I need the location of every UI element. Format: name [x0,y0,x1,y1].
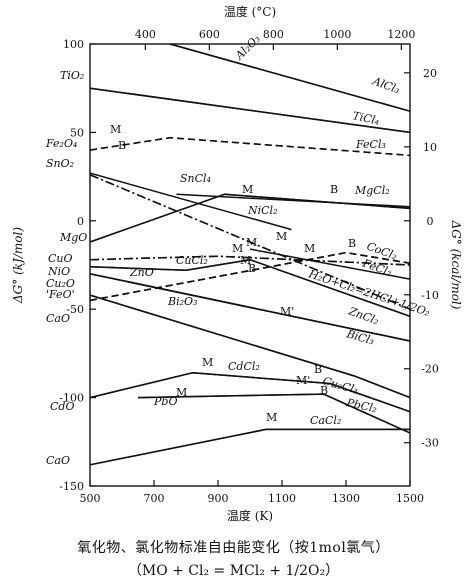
transition-marker: M [246,236,257,249]
series-line: Cu2Cl3 [89,294,411,399]
series-line: SnO2 [89,172,292,231]
species-label: ZnO [129,266,154,279]
series-line: FeCl3 [89,136,411,157]
species-label: CuO [48,252,73,265]
species-label: SnCl₄ [180,172,211,185]
x-bottom-tick-label: 1500 [396,492,424,505]
y-right-tick-label: 20 [423,67,437,80]
x-top-tick-label: 1000 [323,28,351,41]
series-line: MgCl2 [89,193,411,243]
transition-marker: M [232,242,243,255]
x-top-tick-label: 1200 [387,28,415,41]
species-label: CaCl₂ [310,414,341,427]
species-label: Cu₂O [46,277,75,290]
species-label: MgCl₂ [354,184,390,197]
species-label: TiO₂ [60,69,84,82]
x-top-axis-label: 温度 (°C) [224,4,276,19]
species-label: TiCl₄ [351,109,380,127]
transition-marker: B [320,384,328,397]
transition-marker: M' [280,305,294,318]
series-line: H2O+Cl2=2HCl+1/2O2 [249,248,411,280]
series-layer: Al2O3AlCl3TiO2TiCl4Fe2O4FeCl3SnO2SnCl4Mg… [89,43,411,466]
transition-marker: M' [296,374,310,387]
series-line: CaCl2 [89,428,410,466]
x-bottom-tick-label: 1100 [268,492,296,505]
species-label: 'FeO' [46,288,75,301]
species-label: PbCl₂ [344,396,378,415]
series-line: AlCl3 [169,43,411,112]
x-bottom-tick-label: 900 [208,492,229,505]
species-label: BiCl₃ [344,327,375,347]
species-label: CdCl₂ [228,360,260,373]
transition-marker: B [118,139,126,152]
labels-layer: Al₂O₃ AlCl₃ TiO₂ TiCl₄ Fe₂O₄ FeCl₃ SnO₂ SnCl₄ Mg… [45,32,432,467]
transition-marker: M [304,242,315,255]
species-label: ZnCl₂ [346,304,381,327]
x-top-tick-label: 600 [199,28,220,41]
transition-marker: M [176,386,187,399]
transition-marker: M [202,356,213,369]
series-line: CaO [89,428,410,466]
species-label: MgO [59,231,87,244]
y-right-tick-label: 10 [423,141,437,154]
species-label: NiO [47,265,70,278]
species-label: PbO [153,395,177,408]
species-label: CuCl₂ [176,254,208,267]
transition-marker: M [110,123,121,136]
y-left-axis-label: ΔG° (kJ/mol) [11,227,25,304]
y-right-tick-label: -30 [421,437,439,450]
transition-marker: M [266,411,277,424]
species-label: Fe₂O₄ [45,137,77,150]
species-label: NiCl₂ [247,204,278,217]
species-label: AlCl₃ [370,74,402,96]
species-label: CaO [46,312,70,325]
species-label: SnO₂ [46,157,74,170]
x-top-tick-label: 800 [263,28,284,41]
x-top-tick-label: 400 [135,28,156,41]
series-line: CdCl2 [89,372,411,413]
series-line: PbCl2 [137,393,411,434]
species-label: CdO [50,400,74,413]
transition-marker: M [242,183,253,196]
transition-marker: B [248,262,256,275]
transition-marker: M [276,230,287,243]
species-label: Al₂O₃ [232,32,263,63]
transition-marker: B [314,363,322,376]
plot-frame [89,43,411,487]
transition-marker: B [330,183,338,196]
y-right-axis-label: ΔG° (kcal/mol) [449,220,463,310]
y-left-tick-label: -50 [66,303,84,316]
x-bottom-tick-label: 500 [80,492,101,505]
species-label: Bi₂O₃ [167,295,197,308]
series-line: TiCl4 [89,87,411,134]
series-line: ZnCl2 [89,258,411,318]
series-line: NiCl2 [89,174,411,310]
y-right-tick-label: -20 [421,363,439,376]
caption-line-2: （MO + Cl₂ = MCl₂ + 1/2O₂） [127,563,340,579]
x-bottom-axis-label: 温度 (K) [227,508,273,523]
x-bottom-tick-label: 1300 [332,492,360,505]
series-line: CuCl2 [89,255,411,266]
x-bottom-tick-label: 700 [144,492,165,505]
y-left-tick-label: -150 [59,480,84,493]
y-left-tick-label: 50 [70,126,84,139]
series-line: SnCl4 [176,193,411,208]
transition-marker: B [348,237,356,250]
y-left-tick-label: -100 [59,392,84,405]
series-line: 'FeO' [89,251,411,302]
series-line: BiCl3 [89,273,411,342]
transition-marker: M [240,254,251,267]
y-right-tick-label: 0 [427,215,434,228]
species-label: FeCl₃ [355,138,386,151]
y-left-tick-label: 100 [63,38,84,51]
species-label: CaO [46,454,70,467]
y-right-tick-label: -10 [421,289,439,302]
caption-line-1: 氧化物、氯化物标准自由能变化（按1mol氯气） [77,540,390,556]
y-left-tick-label: 0 [77,215,84,228]
